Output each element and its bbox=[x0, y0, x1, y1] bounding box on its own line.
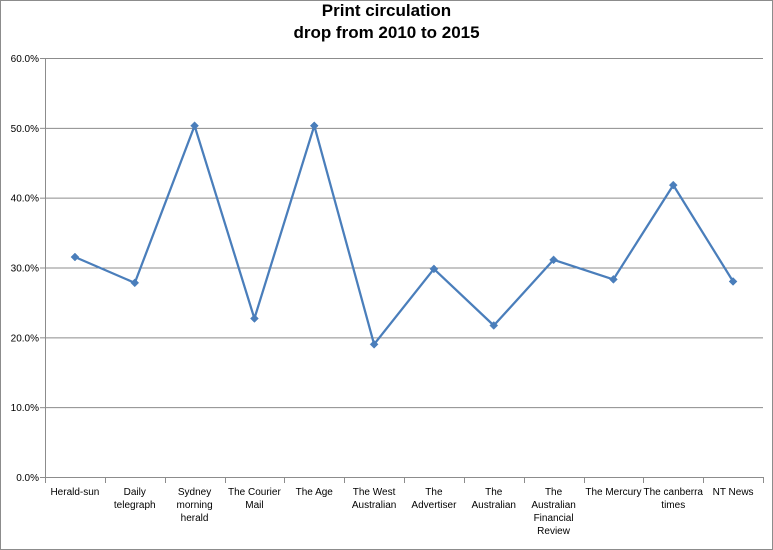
data-point bbox=[130, 278, 140, 288]
chart-title-line-2: drop from 2010 to 2015 bbox=[293, 23, 480, 42]
x-tick-label: The Mercury bbox=[585, 487, 641, 498]
x-tick-label: The Australian bbox=[472, 487, 516, 511]
data-point bbox=[728, 277, 738, 286]
x-tick-label: The canberra times bbox=[644, 487, 704, 511]
y-tick-label: 10.0% bbox=[11, 403, 39, 414]
x-tick-label: NT News bbox=[713, 487, 754, 498]
x-tick-label: Daily telegraph bbox=[114, 487, 156, 511]
data-point bbox=[369, 339, 379, 349]
data-point bbox=[309, 121, 319, 131]
data-point bbox=[190, 121, 199, 131]
data-point bbox=[489, 321, 499, 330]
data-point bbox=[668, 180, 678, 190]
x-tick-label: Sydney morning herald bbox=[177, 487, 213, 524]
y-tick-label: 60.0% bbox=[11, 54, 39, 65]
x-tick-label: Herald-sun bbox=[50, 487, 99, 498]
x-tick-label: The West Australian bbox=[352, 487, 396, 511]
y-tick-label: 50.0% bbox=[11, 124, 39, 135]
x-tick-label: The Advertiser bbox=[411, 487, 457, 511]
x-tick-label: The Australian Financial Review bbox=[531, 487, 575, 537]
y-tick-label: 30.0% bbox=[11, 264, 39, 275]
data-point bbox=[549, 255, 558, 265]
y-tick-label: 40.0% bbox=[11, 194, 39, 205]
series-line bbox=[74, 124, 735, 346]
y-tick-label: 0.0% bbox=[16, 473, 39, 484]
data-point bbox=[609, 275, 618, 284]
chart-title-line-1: Print circulation bbox=[321, 1, 452, 20]
x-tick-label: The Age bbox=[296, 487, 334, 498]
y-tick-label: 20.0% bbox=[11, 333, 39, 344]
data-point bbox=[250, 314, 259, 323]
data-point bbox=[429, 264, 439, 274]
data-point bbox=[70, 252, 80, 262]
x-tick-label: The Courier Mail bbox=[228, 487, 281, 511]
